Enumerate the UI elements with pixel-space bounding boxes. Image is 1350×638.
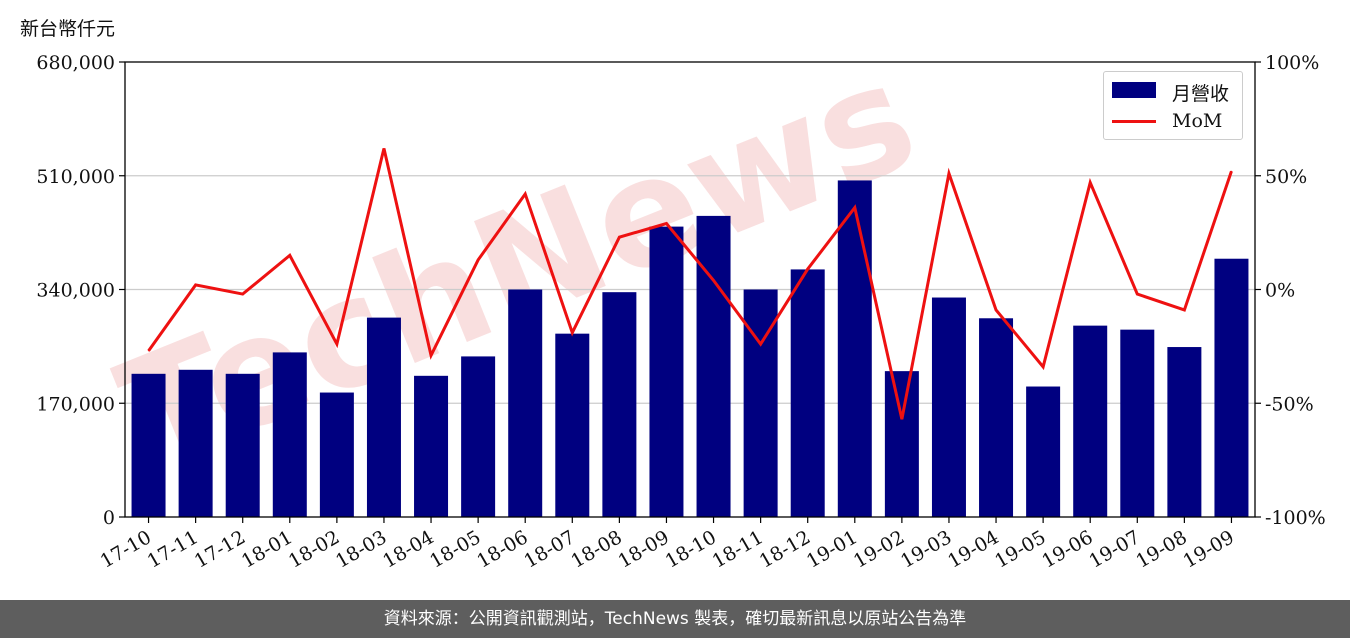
- mom-point-18-06: [524, 193, 526, 195]
- x-tick-label: 19-04: [944, 526, 1002, 572]
- bar-series: [131, 180, 1249, 517]
- x-tick-label: 18-12: [756, 526, 814, 572]
- chart-area: TechNews 0 170,000 340,000 510,000 680,000 -1…: [36, 29, 1326, 572]
- mom-point-19-06: [1089, 182, 1091, 184]
- x-tick-label: 18-04: [379, 526, 437, 572]
- mom-point-18-11: [760, 343, 762, 345]
- right-tick-label: 50%: [1265, 166, 1307, 188]
- legend-label-mom: MoM: [1172, 110, 1223, 132]
- x-tick-label: 18-03: [332, 526, 390, 572]
- x-tick-label: 19-07: [1085, 526, 1143, 572]
- mom-point-18-12: [807, 268, 809, 270]
- mom-point-18-04: [430, 354, 432, 356]
- bar-18-03: [366, 317, 401, 517]
- right-tick-label: -100%: [1265, 507, 1326, 529]
- mom-point-18-09: [665, 223, 667, 225]
- bar-18-01: [272, 352, 307, 517]
- bar-18-10: [696, 215, 731, 517]
- x-tick-label: 19-05: [991, 526, 1049, 572]
- legend-item-revenue: 月營收: [1104, 75, 1242, 105]
- x-tick-label: 19-03: [897, 526, 955, 572]
- mom-point-19-09: [1230, 170, 1232, 172]
- x-tick-label: 18-10: [662, 526, 720, 572]
- source-footer: 資料來源：公開資訊觀測站，TechNews 製表，確切最新訊息以原站公告為準: [0, 600, 1350, 638]
- bar-19-06: [1073, 325, 1108, 517]
- x-tick-label: 18-05: [426, 526, 484, 572]
- revenue-chart: TechNews 0170,000340,000510,000680,000-1…: [36, 29, 1326, 572]
- bar-19-08: [1167, 347, 1202, 517]
- left-axis-unit-label: 新台幣仟元: [20, 18, 116, 40]
- mom-line: [147, 148, 1233, 420]
- mom-point-19-05: [1042, 366, 1044, 368]
- mom-point-18-08: [618, 236, 620, 238]
- bar-18-06: [508, 289, 543, 517]
- x-tick-label: 18-01: [238, 526, 296, 572]
- left-tick-label: 340,000: [36, 280, 115, 302]
- bar-17-11: [178, 369, 213, 517]
- chart-legend: 月營收 MoM: [1103, 71, 1243, 140]
- mom-point-19-03: [948, 172, 950, 174]
- x-tick-label: 19-06: [1038, 526, 1096, 572]
- bar-18-07: [555, 333, 590, 517]
- legend-item-mom: MoM: [1104, 106, 1242, 136]
- bar-18-12: [790, 269, 825, 517]
- right-tick-label: 0%: [1265, 280, 1295, 302]
- bar-19-05: [1026, 386, 1061, 517]
- left-tick-label: 510,000: [36, 166, 115, 188]
- left-tick-label: 680,000: [36, 52, 115, 74]
- mom-point-18-02: [336, 343, 338, 345]
- bar-17-12: [225, 373, 260, 517]
- mom-point-18-07: [571, 332, 573, 334]
- x-tick-label: 19-01: [803, 526, 861, 572]
- mom-point-18-03: [383, 147, 385, 149]
- mom-point-17-10: [148, 350, 150, 352]
- x-tick-label: 19-08: [1132, 526, 1190, 572]
- bar-18-05: [461, 356, 496, 517]
- x-tick-label: 18-06: [473, 526, 531, 572]
- mom-point-18-10: [713, 279, 715, 281]
- bar-19-07: [1120, 329, 1155, 517]
- left-tick-label: 0: [103, 507, 115, 529]
- right-tick-label: 100%: [1265, 52, 1319, 74]
- bar-19-02: [884, 371, 919, 517]
- bar-18-04: [414, 375, 449, 517]
- x-tick-label: 18-09: [615, 526, 673, 572]
- legend-swatch-line: [1112, 120, 1156, 123]
- x-tick-label: 19-02: [850, 526, 908, 572]
- bar-19-04: [979, 318, 1014, 517]
- x-tick-label: 17-10: [97, 526, 155, 572]
- mom-point-17-11: [195, 284, 197, 286]
- mom-point-19-07: [1136, 293, 1138, 295]
- mom-point-19-02: [901, 418, 903, 420]
- mom-point-19-01: [854, 207, 856, 209]
- x-tick-label: 19-09: [1180, 526, 1238, 572]
- bar-17-10: [131, 373, 166, 517]
- gridlines: [125, 175, 1255, 404]
- bar-19-09: [1214, 258, 1249, 517]
- mom-point-18-05: [477, 259, 479, 261]
- bar-18-02: [319, 392, 354, 517]
- mom-point-18-01: [289, 254, 291, 256]
- legend-swatch-bar: [1112, 82, 1156, 98]
- mom-point-19-08: [1183, 309, 1185, 311]
- right-tick-label: -50%: [1265, 393, 1314, 415]
- bar-19-03: [931, 297, 966, 517]
- legend-label-revenue: 月營收: [1172, 83, 1230, 105]
- bar-18-09: [649, 226, 684, 517]
- bar-19-01: [837, 180, 872, 517]
- bar-18-08: [602, 292, 637, 517]
- mom-point-17-12: [242, 293, 244, 295]
- x-tick-label: 17-11: [144, 526, 202, 572]
- x-tick-label: 18-11: [709, 526, 767, 572]
- x-tick-label: 18-02: [285, 526, 343, 572]
- x-tick-label: 18-07: [520, 526, 578, 572]
- left-tick-label: 170,000: [36, 393, 115, 415]
- x-tick-label: 18-08: [567, 526, 625, 572]
- line-series: [147, 147, 1233, 420]
- x-tick-label: 17-12: [191, 526, 249, 572]
- mom-point-19-04: [995, 309, 997, 311]
